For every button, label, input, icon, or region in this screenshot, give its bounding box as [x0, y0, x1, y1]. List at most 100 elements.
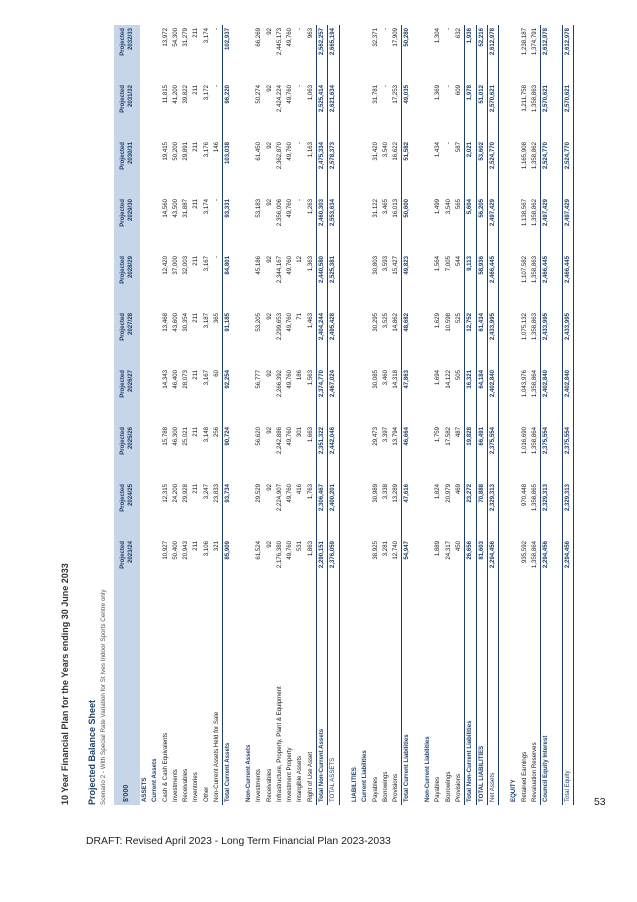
spacer-row [234, 25, 244, 805]
value-cell [234, 481, 244, 538]
value-cell: 609 [454, 85, 462, 96]
value-cell: 505 [454, 370, 462, 381]
value-cell: 1,358,863 [530, 256, 538, 284]
value-cell: 1,978 [464, 82, 476, 139]
table-header-row: $'000 Projected 2023/24 Projected 2024/25… [114, 25, 140, 805]
row-label: Intangible Assets [296, 755, 304, 802]
value-cell [499, 196, 510, 253]
table-row: Payables 38,925 30,989 29,473 30,085 30,295 30… [371, 25, 381, 805]
value-cell: 1,463 [306, 313, 314, 329]
row-label [234, 595, 244, 805]
table-row: LIABILITIES [350, 25, 360, 805]
value-cell [150, 310, 160, 367]
value-cell: 2,424,224 [275, 85, 283, 113]
table-row: Investments 61,524 29,529 56,620 56,777 53,20… [254, 25, 264, 805]
value-cell: 186 [296, 370, 304, 381]
value-cell [339, 538, 350, 595]
row-label: EQUITY [510, 779, 518, 802]
value-cell: 211 [192, 313, 200, 323]
value-cell: 211 [192, 370, 200, 380]
value-cell: 85,909 [222, 538, 234, 595]
value-cell: 46,300 [171, 427, 179, 446]
value-cell [350, 424, 360, 481]
value-cell: 24,317 [444, 541, 452, 560]
value-cell: 92 [265, 142, 273, 149]
value-cell: 12,315 [161, 484, 169, 503]
value-cell: 301 [296, 427, 304, 438]
value-cell: 16,321 [464, 367, 476, 424]
value-cell: 469 [454, 484, 462, 495]
value-cell: 13,972 [161, 28, 169, 47]
value-cell [140, 196, 150, 253]
value-cell [244, 538, 254, 595]
value-cell: 2,524,770 [540, 139, 552, 196]
value-cell: 2,294,456 [487, 538, 499, 595]
value-cell: 56,620 [255, 427, 263, 446]
value-cell: 587 [454, 142, 462, 153]
value-cell: 2,400,201 [327, 481, 340, 538]
value-cell: 47,616 [401, 481, 413, 538]
value-cell [234, 424, 244, 481]
value-cell: 49,760 [286, 28, 294, 47]
value-cell [244, 82, 254, 139]
value-cell [499, 481, 510, 538]
value-cell [423, 25, 433, 82]
value-cell: 48,682 [401, 310, 413, 367]
value-cell: 92 [265, 256, 273, 263]
row-label [499, 595, 510, 805]
value-cell: 14,318 [392, 370, 400, 389]
row-label: Payables [371, 776, 379, 802]
table-row: Total Current Liabilities 54,947 47,616 46,… [401, 25, 413, 805]
value-cell [360, 139, 370, 196]
row-label: Total Equity [562, 595, 574, 805]
value-cell: 49,760 [286, 85, 294, 104]
table-row: Non-Current Assets [244, 25, 254, 805]
value-cell: 2,299,653 [275, 313, 283, 341]
row-label: Borrowings [444, 771, 452, 802]
value-cell: 53,602 [476, 139, 488, 196]
value-cell: 92 [265, 541, 273, 548]
value-cell [423, 196, 433, 253]
value-cell: 1,304 [434, 28, 442, 44]
value-cell: 3,247 [202, 484, 210, 500]
value-cell: 92 [265, 313, 273, 320]
value-cell: 12,420 [161, 256, 169, 275]
value-cell [140, 481, 150, 538]
value-cell: 50,274 [255, 85, 263, 104]
value-cell: 23,272 [464, 481, 476, 538]
value-cell: 14,343 [161, 370, 169, 389]
value-cell: 1,564 [434, 256, 442, 272]
table-row: Non-Current Liabilities [423, 25, 433, 805]
value-cell: 1,358,864 [530, 541, 538, 569]
value-cell [150, 253, 160, 310]
value-cell [350, 310, 360, 367]
value-cell [423, 310, 433, 367]
value-cell: 61,450 [255, 142, 263, 161]
value-cell: 2,433,995 [562, 310, 574, 367]
table-row: TOTAL LIABILITIES 81,603 70,888 66,491 64,18… [476, 25, 488, 805]
row-label: Total Current Assets [222, 595, 234, 805]
value-cell: 3,176 [202, 142, 210, 158]
value-cell: 5,604 [464, 196, 476, 253]
value-cell: 32,003 [182, 256, 190, 275]
value-cell [509, 25, 519, 82]
value-cell: 1,263 [306, 199, 314, 215]
row-label: Cash & Cash Equivalents [161, 732, 169, 802]
value-cell: 19,415 [161, 142, 169, 161]
value-cell: 30,354 [182, 313, 190, 332]
value-cell: 91,185 [222, 310, 234, 367]
table-row: Total Equity 2,294,456 2,329,313 2,375,554 2… [562, 25, 574, 805]
value-cell: 61,434 [476, 310, 488, 367]
value-cell: 92 [265, 370, 273, 377]
value-cell: 70,888 [476, 481, 488, 538]
value-cell [552, 538, 563, 595]
value-cell [360, 424, 370, 481]
value-cell: 2,525,381 [327, 253, 340, 310]
value-cell: 41,200 [171, 85, 179, 104]
value-cell: - [213, 256, 221, 259]
value-cell: 1,499 [434, 199, 442, 215]
value-cell: 1,358,864 [530, 370, 538, 398]
column-header-6: Projected 2029/30 [114, 196, 140, 253]
value-cell: 1,016,690 [520, 427, 528, 455]
table-row: TOTAL ASSETS 2,376,059 2,400,201 2,442,046 2… [327, 25, 340, 805]
